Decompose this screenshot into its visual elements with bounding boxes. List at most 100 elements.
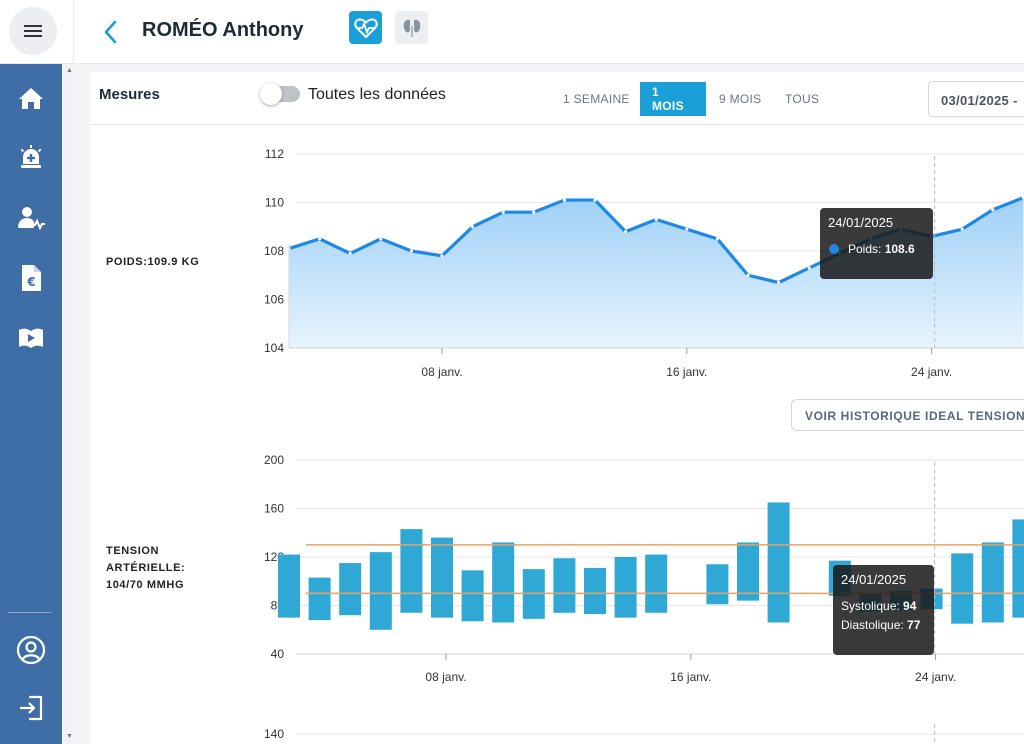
patient-activity-icon: [18, 207, 45, 231]
period-9-months-button[interactable]: 9 MOIS: [719, 92, 762, 106]
menu-button[interactable]: [9, 7, 57, 55]
bp-y-tick: 160: [264, 502, 284, 516]
period-1-week-button[interactable]: 1 SEMAINE: [563, 92, 630, 106]
sidebar-divider: [8, 612, 52, 613]
weight-tooltip: 24/01/2025 Poids: 108.6: [820, 208, 933, 279]
all-data-toggle[interactable]: [260, 83, 300, 105]
bp-bar: [614, 557, 637, 618]
weight-point: [654, 217, 658, 222]
sidebar-item-education[interactable]: [15, 322, 47, 354]
sidebar-item-logout[interactable]: [15, 692, 47, 724]
weight-point: [685, 227, 689, 231]
sidebar-item-profile[interactable]: [15, 634, 47, 666]
weight-point: [471, 225, 475, 229]
bp-bar: [492, 542, 515, 623]
bp-tooltip-systolic: Systolique: 94: [841, 599, 926, 613]
book-video-icon: [19, 328, 43, 348]
home-icon: [19, 88, 43, 109]
weight-tooltip-row: Poids: 108.6: [828, 242, 925, 256]
weight-tooltip-value: 108.6: [884, 242, 915, 256]
weight-y-tick: 112: [265, 147, 284, 161]
user-circle-icon: [16, 635, 46, 665]
diastolic-label: Diastolique:: [841, 618, 904, 632]
menu-icon: [24, 25, 42, 37]
bp-bar: [461, 570, 484, 622]
bp-y-tick: 40: [271, 647, 285, 661]
toggle-knob: [260, 83, 282, 105]
back-arrow-icon: [104, 20, 117, 44]
weight-point: [348, 251, 352, 256]
bp-tooltip-diastolic: Diastolique: 77: [841, 618, 926, 632]
measures-header: [90, 72, 1024, 125]
weight-point: [318, 237, 322, 241]
top-bar-divider: [73, 0, 74, 64]
weight-y-tick: 106: [264, 293, 284, 307]
logout-icon: [20, 695, 43, 721]
bp-bar: [737, 542, 759, 601]
blood-pressure-label: TENSION ARTÉRIELLE: 104/70 MMHG: [106, 545, 186, 591]
weight-point: [746, 273, 750, 277]
back-button[interactable]: [100, 18, 122, 46]
scroll-down-arrow-icon[interactable]: ▼: [66, 733, 73, 740]
bp-y-tick: 200: [264, 453, 284, 467]
weight-point: [807, 266, 811, 270]
weight-y-tick: 104: [264, 341, 284, 355]
weight-label: POIDS:109.9 KG: [106, 256, 200, 268]
weight-point: [409, 249, 413, 253]
panel-title: Mesures: [99, 86, 160, 103]
third-chart-y-tick: 140: [264, 727, 284, 741]
vertical-scrollbar[interactable]: [62, 64, 74, 744]
period-all-button[interactable]: TOUS: [785, 92, 820, 106]
weight-point: [1021, 196, 1024, 200]
bp-bar-edge: [289, 554, 293, 618]
weight-x-tick: 16 janv.: [666, 365, 707, 379]
weight-point: [991, 208, 995, 212]
bp-tooltip: 24/01/2025 Systolique: 94 Diastolique: 7…: [833, 565, 934, 655]
bp-bar: [767, 502, 790, 623]
kidneys-icon: [403, 19, 420, 37]
weight-point: [715, 237, 720, 241]
bp-bar: [308, 577, 331, 621]
weight-point: [562, 198, 567, 202]
weight-point: [777, 280, 781, 285]
patient-name: ROMÉO Anthony: [142, 19, 304, 41]
bp-bar: [706, 564, 729, 605]
weight-y-tick: 110: [265, 196, 284, 210]
bp-bar: [1012, 519, 1024, 618]
sidebar-item-billing[interactable]: €: [15, 262, 47, 294]
svg-text:€: €: [26, 275, 35, 289]
weight-x-tick: 08 janv.: [421, 365, 462, 379]
bp-bar: [339, 563, 362, 616]
heart-pulse-icon: [353, 17, 378, 38]
weight-tooltip-label: Poids:: [848, 242, 882, 256]
bp-tooltip-date: 24/01/2025: [841, 572, 907, 587]
bp-bar: [400, 529, 423, 613]
scroll-up-arrow-icon[interactable]: ▲: [66, 67, 73, 74]
bp-x-tick: 24 janv.: [915, 670, 956, 684]
series-dot-icon: [829, 244, 839, 254]
period-1-month-button[interactable]: 1 MOIS: [640, 82, 706, 116]
sidebar: €: [0, 64, 62, 744]
bp-bar: [645, 554, 668, 613]
bp-bar: [369, 552, 392, 630]
cardio-tab-button[interactable]: [349, 11, 382, 44]
weight-point: [624, 230, 628, 234]
weight-x-tick: 24 janv.: [911, 365, 952, 379]
ideal-tension-history-button[interactable]: VOIR HISTORIQUE IDEAL TENSION: [791, 399, 1024, 431]
sidebar-item-home[interactable]: [15, 82, 47, 114]
medical-alert-icon: [20, 145, 42, 168]
weight-area: [289, 197, 1024, 348]
weight-tooltip-date: 24/01/2025: [828, 215, 894, 230]
diastolic-value: 77: [907, 618, 921, 632]
weight-y-tick: 108: [264, 244, 284, 258]
renal-tab-button[interactable]: [395, 11, 428, 44]
sidebar-item-alerts[interactable]: [15, 142, 47, 174]
date-range-field[interactable]: 03/01/2025 -: [928, 81, 1024, 117]
weight-point: [379, 237, 383, 241]
sidebar-item-patients[interactable]: [15, 202, 47, 234]
weight-point: [593, 198, 597, 202]
weight-point: [960, 227, 964, 231]
bp-bar: [951, 553, 974, 624]
bp-bar: [981, 542, 1004, 623]
bp-bar: [584, 567, 606, 614]
